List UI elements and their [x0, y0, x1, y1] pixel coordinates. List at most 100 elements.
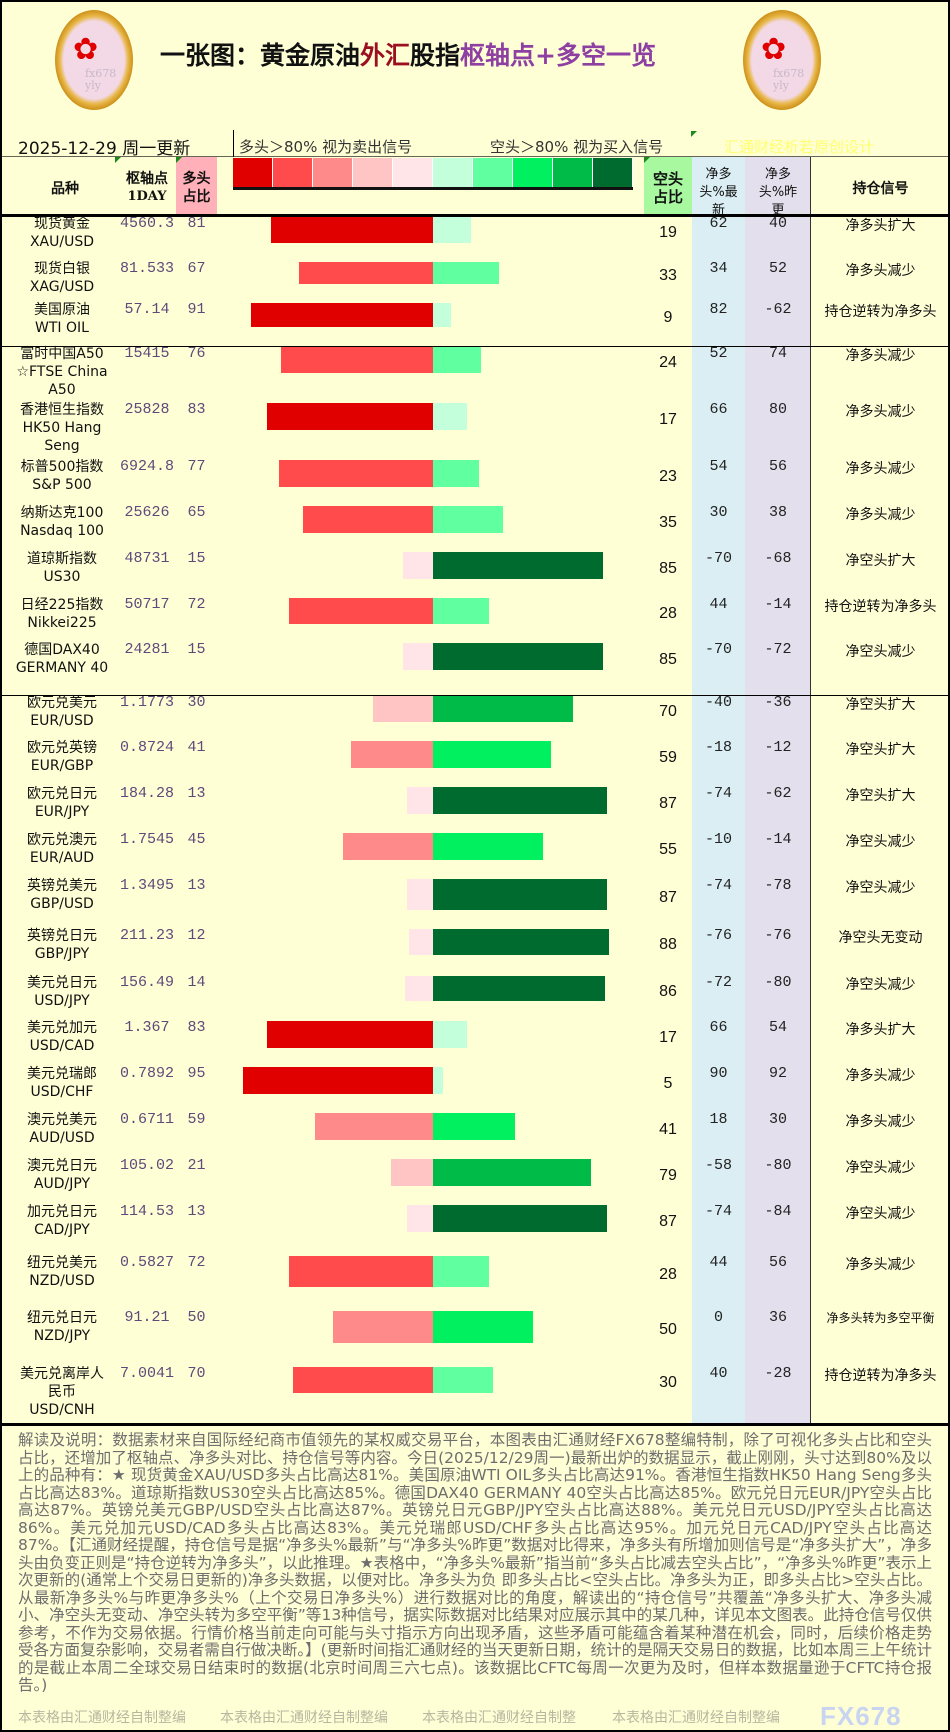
instrument-name-line: XAU/USD — [29, 234, 95, 250]
comment-marker-icon — [115, 157, 121, 163]
long-bar — [299, 262, 433, 284]
long-bar — [289, 1256, 433, 1287]
long-bar — [391, 1159, 433, 1186]
net-long-prev: 56 — [768, 1254, 787, 1271]
color-swatch — [393, 158, 433, 187]
instrument-name-line: ☆FTSE China — [16, 364, 108, 380]
net-long-prev: 52 — [768, 260, 787, 277]
divider — [233, 130, 234, 157]
instrument-name: 纳斯达克100 Nasdaq 100 — [4, 504, 120, 540]
instrument-name: 道琼斯指数 US30 — [4, 550, 120, 586]
net-long-prev: -68 — [764, 550, 792, 567]
pivot-value: 57.14 — [124, 301, 170, 318]
net-long-latest: 90 — [709, 1065, 728, 1082]
watermark: 本表格由汇通财经自制整 — [422, 1710, 576, 1726]
pivot-value: 4560.3 — [119, 215, 174, 232]
pivot-value: 48731 — [124, 550, 170, 567]
long-percent: 95 — [187, 1065, 206, 1082]
long-rule: 多头＞80% 视为卖出信号 — [239, 138, 413, 156]
long-bar — [409, 929, 433, 955]
instrument-name-line: 澳元兑日元 — [27, 1158, 97, 1174]
position-signal: 净空头无变动 — [838, 930, 923, 946]
long-bar — [281, 347, 433, 373]
short-percent: 17 — [659, 1029, 677, 1046]
instrument-name: 英镑兑日元 GBP/JPY — [4, 927, 120, 963]
watermark: 本表格由汇通财经自制整编 — [18, 1710, 186, 1726]
long-header-bg — [176, 157, 217, 215]
short-percent: 41 — [659, 1121, 677, 1138]
pivot-value: 25626 — [124, 504, 170, 521]
net-long-prev: -14 — [764, 596, 792, 613]
long-bar — [351, 741, 433, 768]
net-long-latest: -18 — [704, 739, 732, 756]
position-signal: 净多头减少 — [845, 404, 916, 420]
pivot-value: 81.533 — [119, 260, 174, 277]
short-percent: 23 — [659, 468, 677, 485]
position-signal: 净空头减少 — [845, 644, 916, 660]
instrument-name-line: 现货黄金 — [34, 216, 90, 232]
short-bar — [433, 598, 489, 624]
instrument-name-line: 欧元兑英镑 — [27, 740, 97, 756]
net-long-prev: -76 — [764, 927, 792, 944]
instrument-name: 澳元兑日元 AUD/JPY — [4, 1157, 120, 1193]
col-header-long: 多头占比 — [182, 171, 211, 205]
instrument-name-line: GERMANY 40 — [15, 660, 109, 676]
instrument-name-line: 欧元兑澳元 — [27, 832, 97, 848]
instrument-name-line: USD/CAD — [29, 1038, 95, 1054]
short-bar — [433, 262, 499, 284]
long-percent: 59 — [187, 1111, 206, 1128]
long-bar — [407, 787, 433, 814]
short-percent: 35 — [659, 514, 677, 531]
color-swatch — [273, 158, 313, 187]
comment-marker-icon — [644, 157, 650, 163]
instrument-name-line: XAG/USD — [29, 279, 95, 295]
pivot-value: 7.0041 — [119, 1365, 174, 1382]
net-long-latest: 44 — [709, 596, 728, 613]
short-percent: 19 — [659, 224, 677, 241]
short-bar — [433, 347, 481, 373]
pivot-value: 211.23 — [119, 927, 174, 944]
instrument-name-line: A50 — [48, 382, 76, 398]
net-long-prev: 30 — [768, 1111, 787, 1128]
short-percent: 55 — [659, 841, 677, 858]
long-bar — [407, 1205, 433, 1232]
short-bar — [433, 879, 607, 910]
instrument-name-line: 欧元兑日元 — [27, 786, 97, 802]
net-long-prev: -62 — [764, 301, 792, 318]
instrument-name: 欧元兑英镑 EUR/GBP — [4, 739, 120, 775]
instrument-name-line: GBP/USD — [30, 896, 94, 912]
short-bar — [433, 787, 607, 814]
col-header-net-prev: 净多头%昨更 — [758, 167, 798, 218]
long-percent: 30 — [187, 694, 206, 711]
net-long-latest: 34 — [709, 260, 728, 277]
color-swatch — [233, 158, 273, 187]
long-bar — [373, 696, 433, 722]
color-swatch — [513, 158, 553, 187]
long-bar — [267, 1021, 433, 1048]
net-long-prev: 74 — [768, 345, 787, 362]
long-percent: 13 — [187, 877, 206, 894]
instrument-name: 英镑兑美元 GBP/USD — [4, 877, 120, 913]
long-percent: 13 — [187, 1203, 206, 1220]
position-signal: 净空头扩大 — [845, 788, 916, 804]
instrument-name-line: AUD/USD — [29, 1130, 95, 1146]
pivot-value: 50717 — [124, 596, 170, 613]
long-bar — [407, 879, 433, 910]
instrument-name-line: 纽元兑日元 — [27, 1310, 97, 1326]
long-bar — [405, 976, 433, 1001]
instrument-name-line: AUD/JPY — [33, 1176, 91, 1192]
short-bar — [433, 643, 603, 670]
instrument-name: 香港恒生指数 HK50 Hang Seng — [4, 401, 120, 455]
divider — [233, 187, 633, 190]
instrument-name: 纽元兑美元 NZD/USD — [4, 1254, 120, 1290]
net-long-latest: -70 — [704, 550, 732, 567]
instrument-name-line: 英镑兑美元 — [27, 878, 97, 894]
pivot-value: 105.02 — [119, 1157, 174, 1174]
net-long-latest: -72 — [704, 974, 732, 991]
short-bar — [433, 552, 603, 579]
long-percent: 70 — [187, 1365, 206, 1382]
net-long-prev: 38 — [768, 504, 787, 521]
position-signal: 净多头减少 — [845, 1068, 916, 1084]
instrument-name-line: 美国原油 — [34, 302, 90, 318]
